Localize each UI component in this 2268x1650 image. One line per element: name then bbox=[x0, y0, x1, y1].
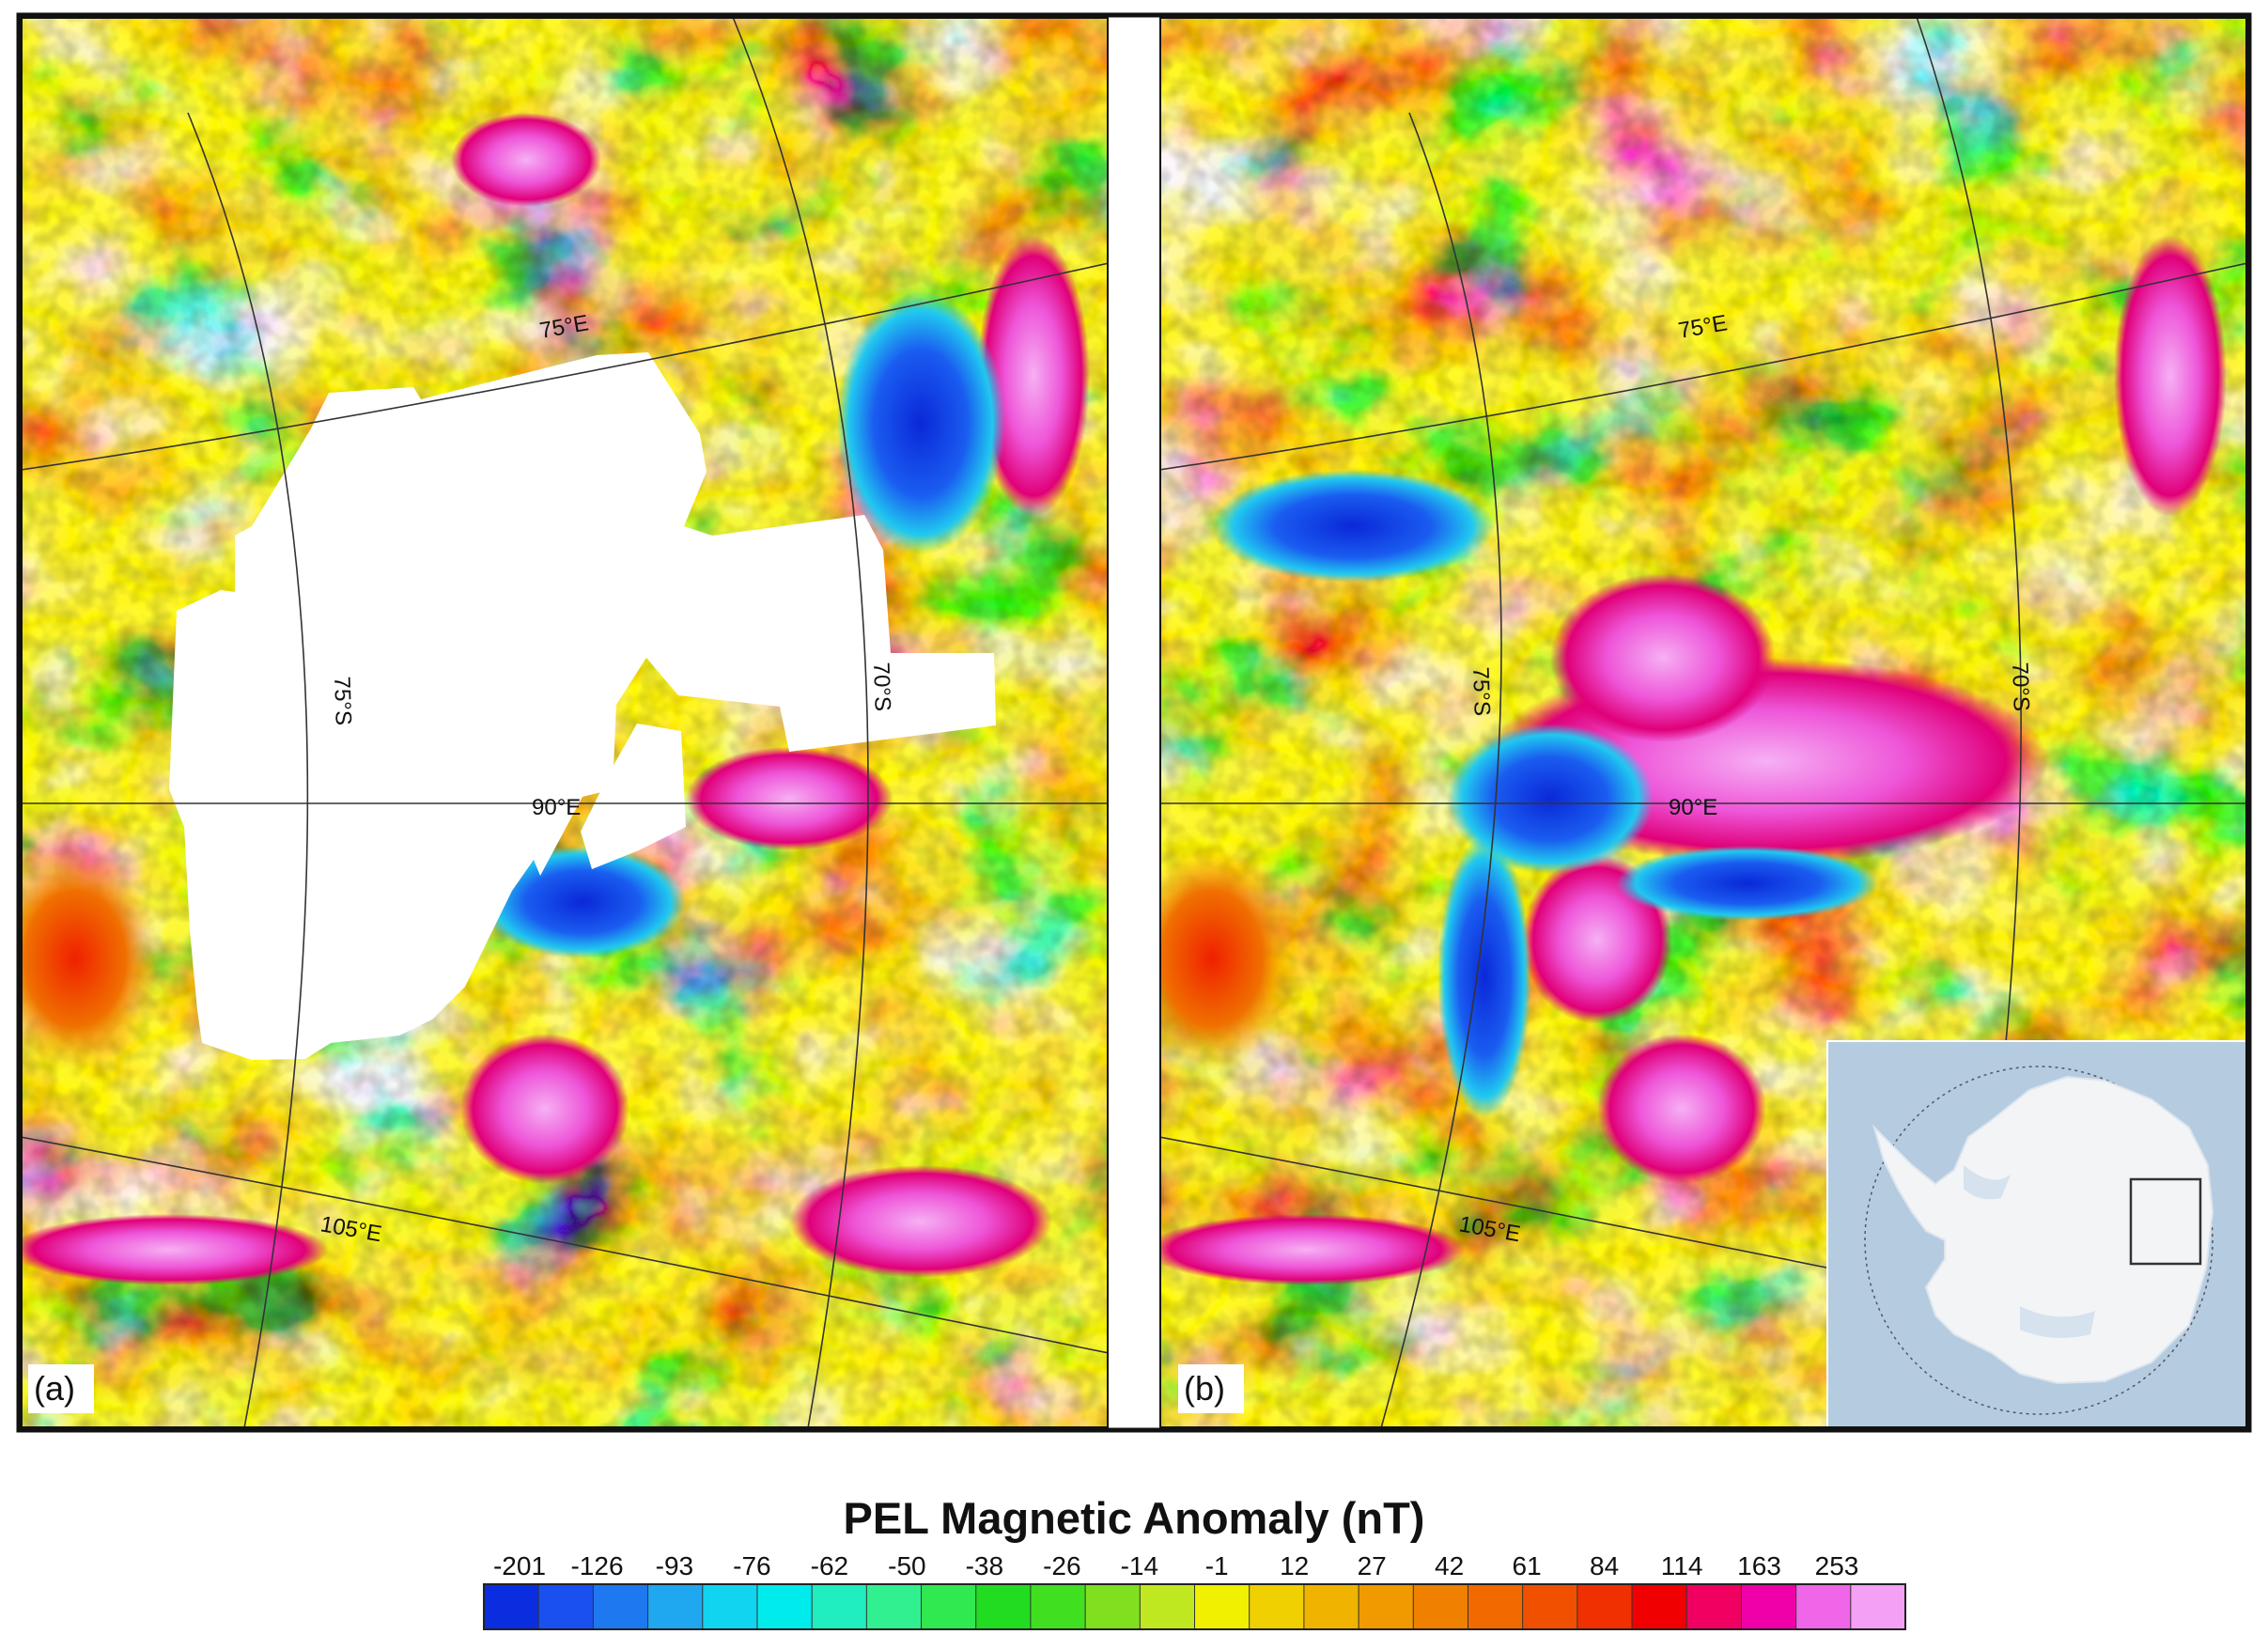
pink-anomaly bbox=[1159, 1214, 1466, 1285]
legend-swatch bbox=[1740, 1583, 1797, 1630]
pink-anomaly bbox=[1550, 573, 1776, 742]
map-panel-a: 75°E 75°S 70°S 90°E 105°E (a) bbox=[21, 17, 1109, 1428]
legend-tick-label: -201 bbox=[493, 1551, 546, 1580]
pink-anomaly bbox=[460, 1034, 629, 1184]
legend-tick-label: -26 bbox=[1043, 1551, 1080, 1580]
grid-label-75s: 75°S bbox=[1468, 666, 1495, 716]
legend-swatch bbox=[1194, 1583, 1251, 1630]
graticule bbox=[21, 17, 1109, 1428]
data-gap-mask bbox=[169, 352, 996, 1060]
legend-tick-label: 163 bbox=[1737, 1551, 1781, 1580]
legend-tick-label: -1 bbox=[1205, 1551, 1229, 1580]
legend-swatch bbox=[1412, 1583, 1469, 1630]
graticule-line bbox=[21, 1136, 1109, 1354]
grid-label-90e: 90°E bbox=[1669, 795, 1717, 820]
grid-label-70s: 70°S bbox=[868, 662, 895, 711]
legend-swatch bbox=[483, 1583, 540, 1630]
grid-label-70s: 70°S bbox=[2007, 662, 2034, 711]
legend-tick-label: -76 bbox=[733, 1551, 770, 1580]
legend-swatch bbox=[537, 1583, 595, 1630]
blue-anomaly bbox=[1212, 470, 1494, 583]
legend-swatch bbox=[647, 1583, 704, 1630]
legend-title: PEL Magnetic Anomaly (nT) bbox=[844, 1493, 1425, 1543]
legend-swatch bbox=[1577, 1583, 1634, 1630]
legend-swatch bbox=[1850, 1583, 1907, 1630]
pink-anomaly bbox=[789, 1165, 1052, 1278]
panel-label-box bbox=[1178, 1364, 1244, 1413]
color-legend: PEL Magnetic Anomaly (nT) -201 -126 -93 -76… bbox=[483, 1493, 1907, 1630]
inset-ice-shelf bbox=[1964, 1165, 2011, 1200]
blue-anomaly bbox=[836, 291, 1005, 554]
inset-antarctica-landmass bbox=[1872, 1075, 2214, 1385]
legend-swatch bbox=[1030, 1583, 1087, 1630]
legend-swatch bbox=[975, 1583, 1032, 1630]
legend-tick-label: -50 bbox=[888, 1551, 925, 1580]
legend-swatch bbox=[811, 1583, 868, 1630]
legend-tick-label: 42 bbox=[1435, 1551, 1464, 1580]
pink-anomaly bbox=[1597, 1034, 1766, 1184]
legend-tick-label: -14 bbox=[1121, 1551, 1158, 1580]
legend-swatch bbox=[1685, 1583, 1743, 1630]
legend-swatch bbox=[1358, 1583, 1415, 1630]
legend-swatch bbox=[921, 1583, 977, 1630]
legend-tick-label: 114 bbox=[1661, 1551, 1703, 1580]
blue-anomaly bbox=[1616, 846, 1879, 921]
blue-anomaly bbox=[1437, 836, 1531, 1118]
pink-anomaly bbox=[2114, 235, 2227, 517]
legend-tick-label: -38 bbox=[966, 1551, 1003, 1580]
legend-swatch bbox=[1303, 1583, 1360, 1630]
legend-tick-label: -93 bbox=[656, 1551, 693, 1580]
legend-tick-label: 84 bbox=[1590, 1551, 1619, 1580]
legend-swatch bbox=[1467, 1583, 1524, 1630]
panel-label-box bbox=[28, 1364, 94, 1413]
pink-anomaly bbox=[21, 1214, 329, 1285]
inset-study-area-box bbox=[2129, 1177, 2202, 1266]
legend-tick-label: 27 bbox=[1358, 1551, 1387, 1580]
grid-label-90e: 90°E bbox=[532, 795, 581, 820]
legend-swatch bbox=[1249, 1583, 1305, 1630]
antarctica-locator-icon bbox=[1826, 1040, 2248, 1429]
inset-ice-shelf bbox=[2020, 1306, 2095, 1338]
legend-tick-label: -62 bbox=[811, 1551, 848, 1580]
legend-swatch bbox=[1631, 1583, 1688, 1630]
legend-swatch bbox=[702, 1583, 758, 1630]
pink-anomaly bbox=[451, 113, 601, 207]
legend-swatch bbox=[1522, 1583, 1578, 1630]
legend-swatch bbox=[592, 1583, 649, 1630]
inset-latitude-circle bbox=[1864, 1066, 2214, 1415]
legend-swatch bbox=[756, 1583, 814, 1630]
legend-swatch bbox=[1084, 1583, 1142, 1630]
pink-anomaly bbox=[977, 235, 1090, 517]
legend-swatch bbox=[865, 1583, 923, 1630]
legend-swatch bbox=[1139, 1583, 1196, 1630]
legend-tick-label: -126 bbox=[570, 1551, 623, 1580]
legend-bar-frame bbox=[483, 1583, 1906, 1630]
map-panel-b: 75°E 75°S 70°S 90°E 105°E (b) bbox=[1159, 17, 2248, 1429]
red-anomaly bbox=[21, 846, 160, 1071]
legend-tick-label: 12 bbox=[1280, 1551, 1309, 1580]
legend-tick-label: 61 bbox=[1513, 1551, 1542, 1580]
graticule-line bbox=[1159, 262, 2247, 471]
graticule-line bbox=[1380, 112, 1502, 1428]
red-anomaly bbox=[1159, 846, 1297, 1071]
legend-swatch bbox=[1795, 1583, 1852, 1630]
graticule-line bbox=[187, 112, 309, 1428]
graticule-line bbox=[21, 262, 1109, 471]
panel-label: (b) bbox=[1184, 1369, 1225, 1408]
graticule-line bbox=[732, 17, 869, 1428]
legend-tick-label: 253 bbox=[1815, 1551, 1859, 1580]
pink-anomaly bbox=[686, 747, 893, 850]
outer-frame bbox=[16, 12, 2252, 1433]
blue-anomaly bbox=[479, 846, 686, 958]
data-gap-mask bbox=[581, 724, 686, 869]
grid-label-75s: 75°S bbox=[329, 676, 356, 725]
panel-divider bbox=[1109, 17, 1159, 1428]
panel-label: (a) bbox=[34, 1369, 75, 1408]
